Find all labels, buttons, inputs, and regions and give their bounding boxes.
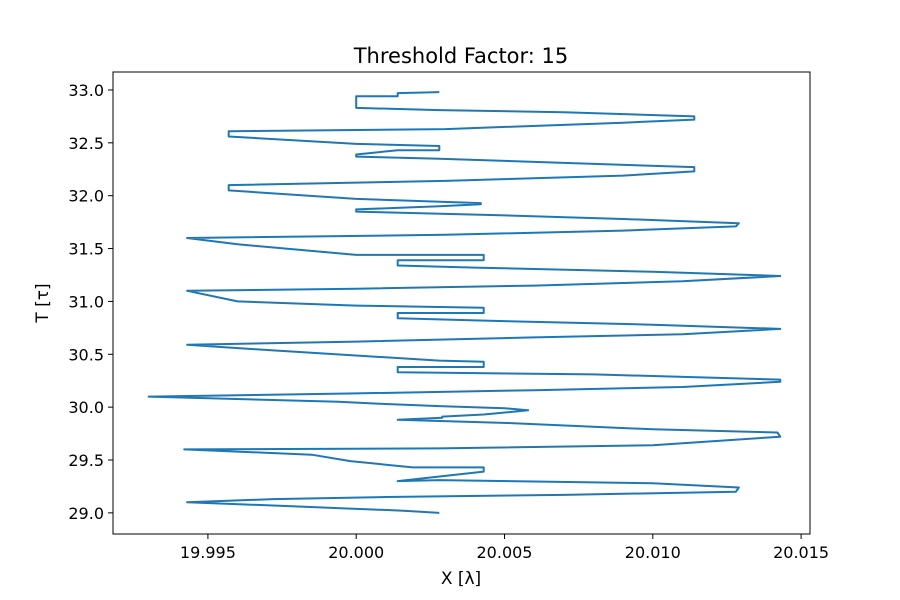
x-tick-label: 20.010 bbox=[625, 543, 681, 562]
y-tick-label: 30.0 bbox=[68, 398, 104, 417]
y-tick-label: 29.5 bbox=[68, 451, 104, 470]
plot-area: 19.995 20.000 20.005 20.010 20.015 29.0 29.5 3… bbox=[68, 71, 829, 562]
x-tick-label: 19.995 bbox=[180, 543, 236, 562]
y-tick-label: 31.0 bbox=[68, 292, 104, 311]
series-line-0 bbox=[147, 91, 782, 514]
y-tick-label: 32.0 bbox=[68, 187, 104, 206]
series-layer bbox=[147, 91, 782, 514]
axes-frame bbox=[112, 71, 811, 535]
y-tick-label: 30.5 bbox=[68, 345, 104, 364]
y-axis-ticks: 29.0 29.5 30.0 30.5 31.0 31.5 32.0 32.5 33.0 bbox=[68, 81, 113, 523]
y-axis-label: T [τ] bbox=[33, 283, 53, 323]
x-tick-label: 20.015 bbox=[773, 543, 829, 562]
chart-title: Threshold Factor: 15 bbox=[353, 44, 569, 68]
y-tick-label: 33.0 bbox=[68, 81, 104, 100]
x-tick-label: 20.000 bbox=[328, 543, 384, 562]
y-tick-label: 29.0 bbox=[68, 504, 104, 523]
x-axis-label: X [λ] bbox=[441, 569, 481, 589]
y-tick-label: 32.5 bbox=[68, 134, 104, 153]
x-axis-ticks: 19.995 20.000 20.005 20.010 20.015 bbox=[180, 534, 829, 562]
x-tick-label: 20.005 bbox=[477, 543, 533, 562]
y-tick-label: 31.5 bbox=[68, 240, 104, 259]
